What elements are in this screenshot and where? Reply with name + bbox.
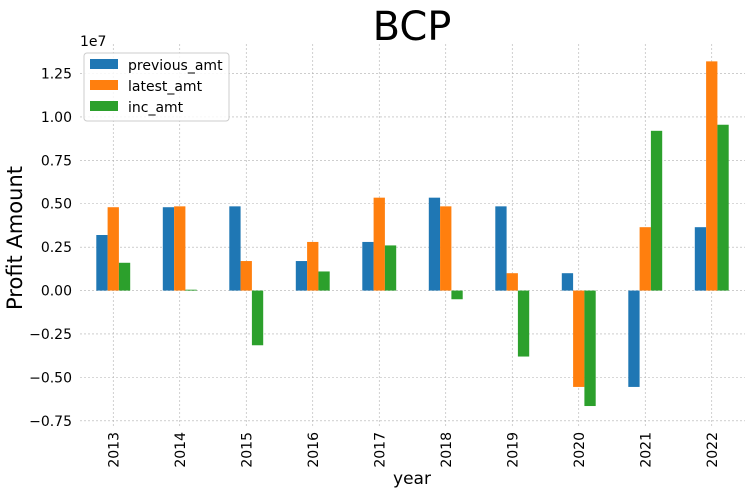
y-tick-labels: −0.75 −0.50 −0.25 0.00 0.25 0.50 0.75 1.00 1.25 xyxy=(29,67,72,430)
x-tick-label: 2020 xyxy=(572,432,588,468)
x-tick-label: 2014 xyxy=(173,432,189,468)
y-axis-label: Profit Amount xyxy=(3,166,27,310)
bar-previous_amt-2019 xyxy=(495,206,507,291)
bar-previous_amt-2022 xyxy=(694,227,707,291)
legend-swatch-inc_amt xyxy=(90,101,118,111)
grid-layer xyxy=(80,44,745,426)
x-tick-label: 2018 xyxy=(439,432,455,468)
bar-inc_amt-2019 xyxy=(517,290,530,357)
bar-latest_amt-2020 xyxy=(573,290,585,387)
bar-inc_amt-2015 xyxy=(251,290,264,346)
y-tick-label: 0.50 xyxy=(41,197,72,213)
bar-previous_amt-2013 xyxy=(96,235,108,291)
bar-previous_amt-2015 xyxy=(229,206,241,291)
x-tick-label: 2022 xyxy=(705,432,721,468)
bar-latest_amt-2022 xyxy=(706,61,718,291)
bar-latest_amt-2018 xyxy=(440,206,452,291)
legend-swatch-latest_amt xyxy=(90,80,118,90)
bar-latest_amt-2015 xyxy=(240,261,252,291)
x-tick-label: 2015 xyxy=(239,432,255,468)
bar-inc_amt-2020 xyxy=(584,290,596,407)
x-tick-label: 2016 xyxy=(306,432,322,468)
bar-previous_amt-2018 xyxy=(428,197,441,291)
bars-layer xyxy=(96,61,729,407)
bar-latest_amt-2019 xyxy=(506,273,518,291)
y-tick-label: 1.00 xyxy=(41,110,72,126)
legend-frame xyxy=(83,52,230,122)
x-tick-label: 2019 xyxy=(505,432,521,468)
bar-inc_amt-2013 xyxy=(118,262,131,291)
legend-label-previous_amt: previous_amt xyxy=(128,58,223,74)
bar-latest_amt-2017 xyxy=(373,197,385,291)
bar-inc_amt-2022 xyxy=(717,124,729,291)
y-tick-label: −0.75 xyxy=(29,414,72,430)
y-tick-label: −0.50 xyxy=(29,370,72,386)
bar-previous_amt-2014 xyxy=(162,207,175,291)
y-tick-label: 1.25 xyxy=(41,67,72,83)
x-tick-label: 2021 xyxy=(638,432,654,468)
bar-latest_amt-2014 xyxy=(174,206,186,291)
bar-inc_amt-2017 xyxy=(384,245,397,291)
y-multiplier-label: 1e7 xyxy=(80,34,106,50)
bar-inc_amt-2021 xyxy=(650,130,663,291)
bar-latest_amt-2016 xyxy=(307,241,319,291)
chart-title: BCP xyxy=(373,4,452,50)
x-tick-label: 2013 xyxy=(106,432,122,468)
legend-label-latest_amt: latest_amt xyxy=(128,79,203,95)
legend-swatch-previous_amt xyxy=(90,59,118,69)
y-tick-label: 0.25 xyxy=(41,240,72,256)
legend-label-inc_amt: inc_amt xyxy=(128,100,184,116)
bar-previous_amt-2020 xyxy=(561,273,574,291)
bar-latest_amt-2013 xyxy=(107,207,119,291)
x-tick-labels: 2013 2014 2015 2016 2017 2018 2019 2020 2021 2022 xyxy=(106,432,721,468)
y-tick-label: 0.75 xyxy=(41,153,72,169)
bar-inc_amt-2016 xyxy=(318,271,330,291)
y-tick-label: 0.00 xyxy=(41,284,72,300)
bar-inc_amt-2018 xyxy=(451,290,463,300)
legend: previous_amt latest_amt inc_amt xyxy=(83,52,230,122)
bar-previous_amt-2017 xyxy=(362,241,374,291)
x-axis-label: year xyxy=(393,469,431,489)
bar-previous_amt-2016 xyxy=(295,261,308,291)
bar-latest_amt-2021 xyxy=(639,227,651,291)
bar-previous_amt-2021 xyxy=(628,290,640,387)
bar-inc_amt-2014 xyxy=(185,289,197,291)
y-tick-label: −0.25 xyxy=(29,327,72,343)
x-tick-label: 2017 xyxy=(372,432,388,468)
